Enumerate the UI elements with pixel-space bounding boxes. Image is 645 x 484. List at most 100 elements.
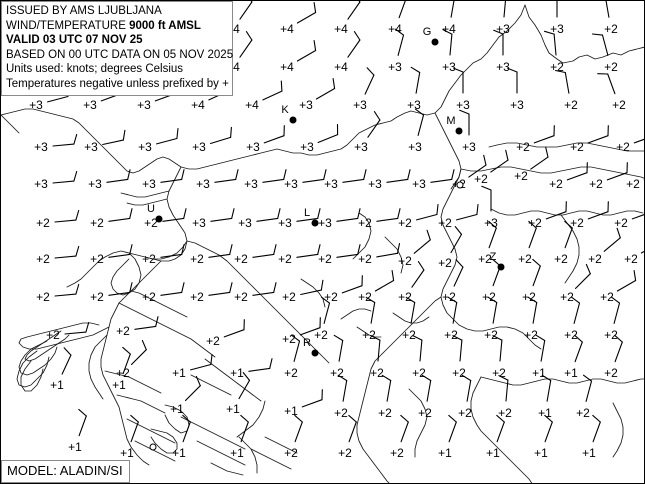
wind-barb (348, 414, 357, 443)
temperature-label: +3 (442, 60, 456, 74)
wind-barb (252, 244, 277, 258)
wind-barb (413, 229, 431, 254)
temperature-label: +2 (324, 290, 338, 304)
wind-barb (336, 208, 361, 222)
temperature-label: +1 (172, 366, 186, 380)
temperature-label: +1 (230, 446, 244, 460)
wind-barb (317, 124, 339, 144)
temperature-label: +2 (206, 334, 220, 348)
temperature-label: +3 (353, 98, 367, 112)
wind-barb (160, 244, 185, 258)
wind-barb (574, 263, 591, 290)
wind-barb (453, 259, 464, 287)
temperature-label: +3 (456, 98, 470, 112)
temperature-label: +1 (230, 366, 244, 380)
temperature-label: +1 (112, 378, 126, 392)
temperature-label: +1 (582, 446, 596, 460)
wind-barb (108, 282, 133, 296)
wind-barb (532, 258, 541, 287)
temperature-label: +2 (190, 290, 204, 304)
temperature-label: +2 (234, 252, 248, 266)
station-dot-icon (497, 263, 505, 271)
temperature-label: +3 (29, 98, 43, 112)
wind-barb (263, 125, 285, 144)
temperature-label: +2 (418, 406, 432, 420)
temperature-label: +2 (330, 366, 344, 380)
wind-barb (416, 203, 439, 221)
wind-barb (262, 80, 283, 101)
temperature-label: +2 (444, 328, 458, 342)
wind-barb (248, 358, 273, 372)
wind-barb (296, 244, 321, 258)
temperature-label: +1 (438, 446, 452, 460)
temperature-label: +2 (282, 290, 296, 304)
header-line-wind-temperature: WIND/TEMPERATURE 9000 ft AMSL (6, 19, 228, 34)
temperature-label: +2 (550, 60, 564, 74)
temperature-label: +2 (36, 216, 50, 230)
wind-barb (156, 127, 179, 145)
temperature-label: +2 (604, 328, 618, 342)
temperature-label: +1 (68, 440, 82, 454)
temperature-label: +3 (246, 140, 260, 154)
temperature-label: +2 (624, 252, 638, 266)
temperature-label: +2 (142, 290, 156, 304)
temperature-label: +1 (226, 402, 240, 416)
temperature-label: +2 (570, 140, 584, 154)
wind-barb (566, 162, 588, 181)
temperature-label: +3 (34, 140, 48, 154)
temperature-label: +2 (600, 290, 614, 304)
temperature-label: +4 (334, 22, 348, 36)
wind-barb (450, 226, 463, 254)
wind-barb (336, 244, 361, 258)
wind-barb (545, 201, 567, 220)
wind-barb (376, 242, 401, 258)
wind-barb (78, 408, 87, 437)
model-label: MODEL: ALADIN/SI (7, 463, 123, 478)
temperature-label: +2 (604, 22, 618, 36)
wind-barb (214, 169, 239, 183)
wind-barb (597, 73, 616, 95)
wind-barb (633, 138, 644, 144)
station-label: R (303, 337, 311, 349)
temperature-label: +2 (282, 332, 296, 346)
wind-barb (592, 414, 601, 443)
temperature-label: +3 (278, 216, 292, 230)
temperature-label: +2 (278, 252, 292, 266)
temperature-label: +3 (484, 216, 498, 230)
temperature-label: +1 (486, 446, 500, 460)
temperature-label: +2 (90, 216, 104, 230)
temperature-label: +1 (50, 378, 64, 392)
temperature-label: +3 (412, 177, 426, 191)
wind-barb (296, 2, 317, 24)
temperature-label: +4 (191, 98, 205, 112)
temperature-label: +3 (196, 177, 210, 191)
temperature-label: +3 (244, 177, 258, 191)
wind-barb (223, 319, 245, 338)
temperature-label: +2 (358, 252, 372, 266)
header-line-issued-by: ISSUED BY AMS LJUBLJANA (6, 5, 162, 17)
wind-barb (430, 169, 455, 183)
wind-barb (102, 129, 126, 146)
wind-barb (591, 33, 609, 56)
wind-barb (134, 316, 159, 330)
temperature-label: +3 (408, 140, 422, 154)
wind-barb (160, 282, 185, 296)
wind-barb (400, 414, 409, 443)
temperature-label: +3 (496, 22, 510, 36)
temperature-label: +3 (368, 177, 382, 191)
temperature-label: +2 (560, 290, 574, 304)
wind-barb (374, 270, 395, 292)
temperature-label: +2 (612, 98, 626, 112)
wind-barb (262, 169, 287, 183)
temperature-label: +2 (452, 366, 466, 380)
temperature-label: +2 (522, 290, 536, 304)
wind-barb (606, 162, 628, 181)
header-wind-temp-prefix: WIND/TEMPERATURE (6, 19, 130, 32)
temperature-label: +2 (616, 140, 630, 154)
wind-barb (184, 375, 201, 402)
temperature-label: +2 (604, 366, 618, 380)
temperature-label: +2 (442, 290, 456, 304)
wind-barb (364, 67, 375, 95)
wind-barb (342, 169, 367, 183)
